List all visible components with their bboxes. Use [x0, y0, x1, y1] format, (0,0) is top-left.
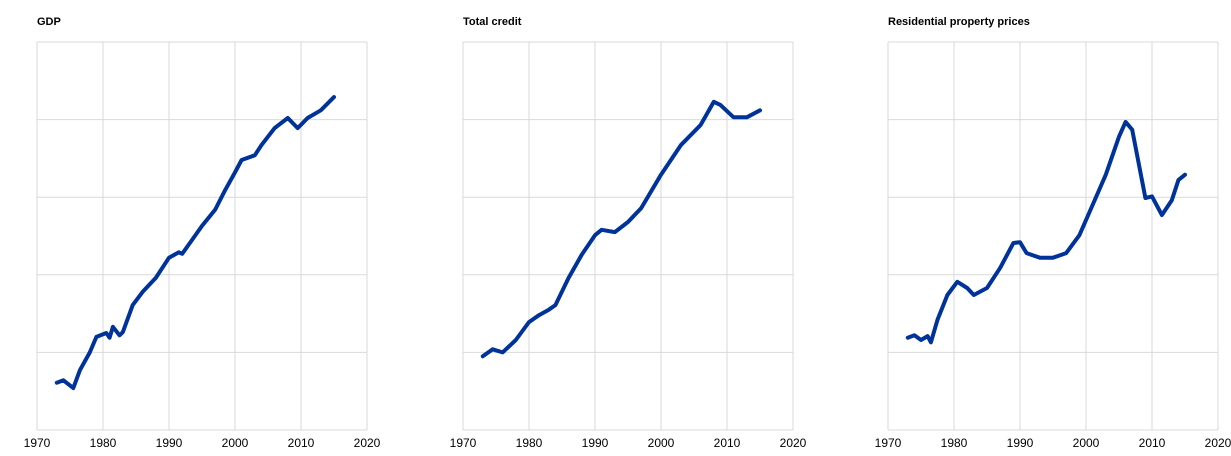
data-line	[905, 119, 1187, 345]
data-line	[54, 95, 336, 391]
x-tick-label: 2020	[354, 436, 381, 450]
chart-title: GDP	[37, 16, 61, 28]
x-tick-label: 1970	[24, 436, 51, 450]
x-tick-label: 2000	[222, 436, 249, 450]
x-tick-label: 1980	[941, 436, 968, 450]
chart-title: Total credit	[463, 16, 522, 28]
chart-title: Residential property prices	[888, 16, 1030, 28]
x-tick-label: 2010	[288, 436, 315, 450]
x-tick-label: 2010	[1139, 436, 1166, 450]
x-tick-label: 1990	[1007, 436, 1034, 450]
x-tick-label: 2020	[1205, 436, 1231, 450]
x-tick-label: 1970	[450, 436, 477, 450]
x-tick-label: 1970	[875, 436, 902, 450]
x-tick-label: 1990	[156, 436, 183, 450]
x-tick-label: 1980	[90, 436, 117, 450]
x-tick-label: 2020	[780, 436, 807, 450]
x-tick-label: 1980	[516, 436, 543, 450]
x-tick-label: 2010	[714, 436, 741, 450]
x-tick-label: 2000	[1073, 436, 1100, 450]
x-tick-label: 1990	[582, 436, 609, 450]
x-tick-label: 2000	[648, 436, 675, 450]
data-line	[480, 99, 762, 359]
